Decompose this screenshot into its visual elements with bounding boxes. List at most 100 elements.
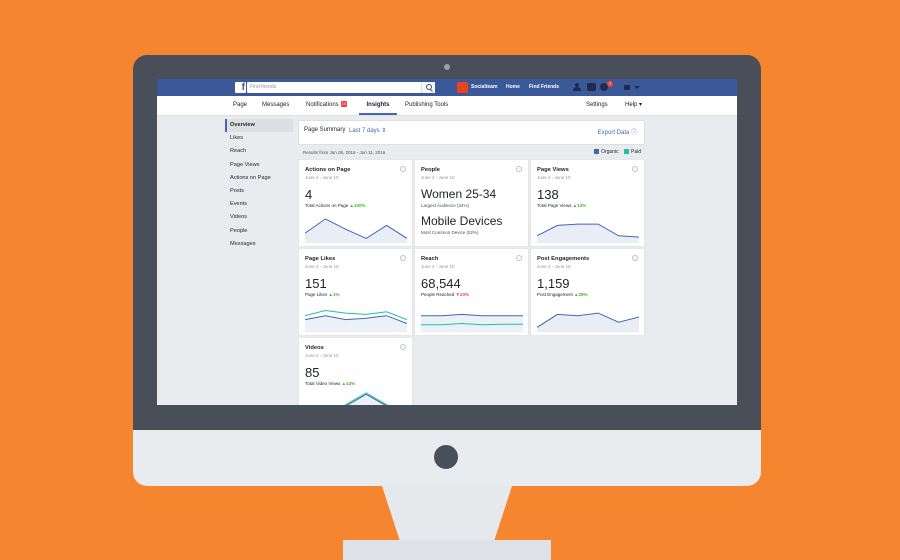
card-change: ▲1% xyxy=(328,292,340,297)
card-videos[interactable]: Videos June 4 - June 10 i 85 Total Video… xyxy=(298,337,413,405)
info-icon[interactable]: i xyxy=(400,344,406,350)
card-page-views[interactable]: Page Views June 4 - June 10 i 138 Total … xyxy=(530,159,645,247)
notification-badge: 2 xyxy=(607,81,613,87)
card-value: 138 xyxy=(537,187,559,202)
messages-icon[interactable] xyxy=(587,83,596,91)
card-sparkline xyxy=(421,313,523,332)
card-sparkline xyxy=(305,218,407,243)
info-icon[interactable]: i xyxy=(516,255,522,261)
top-bar: f Find friends Socialteam Home Find Frie… xyxy=(157,79,737,96)
card-subtitle: Total Video Views ▲43% xyxy=(305,381,355,386)
nav-messages[interactable]: Messages xyxy=(262,102,290,108)
sidebar-item-page-views[interactable]: Page Views xyxy=(230,161,260,168)
sparkline-organic xyxy=(305,218,407,239)
privacy-shortcuts-icon[interactable] xyxy=(624,85,630,90)
card-date: June 4 - June 10 xyxy=(537,264,571,269)
sparkline-paid xyxy=(344,392,389,405)
sidebar-item-events[interactable]: Events xyxy=(230,201,248,208)
insights-content: Page Summary Last 7 days ⇕ Export Data ⓘ… xyxy=(298,120,645,405)
card-date: June 4 - June 10 xyxy=(421,175,455,180)
card-change: ▲13% xyxy=(572,203,587,208)
find-friends-link[interactable]: Find Friends xyxy=(529,84,559,90)
card-title: Page Views xyxy=(537,167,569,173)
card-change: ▲28% xyxy=(574,292,588,297)
card-subtitle-text: Total Page Views xyxy=(537,203,572,208)
sidebar-item-videos[interactable]: Videos xyxy=(230,214,248,221)
nav-notifications-label: Notifications xyxy=(306,102,339,108)
nav-insights[interactable]: Insights xyxy=(359,96,397,115)
common-device-value: Mobile Devices xyxy=(421,214,503,228)
largest-audience-value: Women 25-34 xyxy=(421,187,497,201)
facebook-logo-icon[interactable]: f xyxy=(235,82,246,93)
sidebar-item-reach[interactable]: Reach xyxy=(230,148,247,155)
card-actions-on-page[interactable]: Actions on Page June 4 - June 10 i 4 Tot… xyxy=(298,159,413,247)
nav-settings[interactable]: Settings xyxy=(586,102,608,108)
sidebar-item-overview[interactable]: Overview xyxy=(225,119,293,133)
card-sparkline xyxy=(305,309,407,332)
card-reach[interactable]: Reach June 4 - June 10 i 68,544 People R… xyxy=(414,248,529,336)
search-button[interactable] xyxy=(421,82,435,93)
home-link[interactable]: Home xyxy=(506,84,520,90)
sparkline-paid xyxy=(305,309,407,321)
friend-requests-icon[interactable] xyxy=(573,83,582,91)
sparkline-organic-area xyxy=(347,394,385,405)
card-value: 4 xyxy=(305,187,313,202)
card-date: June 4 - June 10 xyxy=(305,264,339,269)
sidebar-item-likes[interactable]: Likes xyxy=(230,135,244,142)
sidebar-item-people[interactable]: People xyxy=(230,227,248,234)
nav-help[interactable]: Help ▾ xyxy=(625,102,643,108)
page-name-link[interactable]: Socialteam xyxy=(471,84,498,90)
card-subtitle: Post Engagement ▲28% xyxy=(537,292,588,297)
card-subtitle: People Reached ▼23% xyxy=(421,292,469,297)
card-title: Reach xyxy=(421,256,439,262)
info-icon[interactable]: i xyxy=(632,255,638,261)
sparkline-organic xyxy=(305,315,407,324)
card-sparkline xyxy=(537,312,639,332)
page-avatar[interactable] xyxy=(457,82,468,93)
card-change: ▼23% xyxy=(455,292,470,297)
card-page-likes[interactable]: Page Likes June 4 - June 10 i 151 Page L… xyxy=(298,248,413,336)
sparkline-organic xyxy=(537,312,639,328)
card-post-engagements[interactable]: Post Engagements June 4 - June 10 i 1,15… xyxy=(530,248,645,336)
sidebar-item-messages[interactable]: Messages xyxy=(230,240,256,247)
card-change: ▲43% xyxy=(341,381,356,386)
insights-sidebar: Overview Likes Reach Page Views Actions … xyxy=(225,119,293,251)
sparkline-organic-area xyxy=(305,218,407,243)
results-range-text: Results from Jun 05, 2016 - Jun 11, 2016 xyxy=(303,150,386,155)
card-subtitle-text: Post Engagement xyxy=(537,292,573,297)
card-value: 1,159 xyxy=(537,276,570,291)
search-input[interactable]: Find friends xyxy=(247,82,435,93)
legend-swatch-organic xyxy=(594,149,600,155)
card-people[interactable]: People June 4 - June 10 i Women 25-34 La… xyxy=(414,159,529,247)
search-icon xyxy=(426,84,432,90)
info-icon[interactable]: i xyxy=(516,166,522,172)
info-icon[interactable]: i xyxy=(400,255,406,261)
card-sparkline xyxy=(537,223,639,243)
card-subtitle: Total Page Views ▲13% xyxy=(537,203,586,208)
sparkline-organic xyxy=(537,223,639,238)
card-subtitle-text: People Reached xyxy=(421,292,455,297)
export-data-link[interactable]: Export Data ⓘ xyxy=(597,130,637,136)
largest-audience-label: Largest Audience (34%) xyxy=(421,203,470,208)
sidebar-item-actions-on-page[interactable]: Actions on Page xyxy=(230,174,271,181)
search-placeholder: Find friends xyxy=(250,84,277,90)
nav-notifications[interactable]: Notifications 10 xyxy=(306,96,348,115)
nav-publishing-tools[interactable]: Publishing Tools xyxy=(405,102,449,108)
notifications-globe-icon[interactable] xyxy=(600,83,608,91)
account-menu-icon[interactable] xyxy=(634,86,640,89)
monitor-stand xyxy=(382,486,512,542)
page-summary-header: Page Summary Last 7 days ⇕ Export Data ⓘ xyxy=(298,120,645,145)
date-range-select[interactable]: Last 7 days ⇕ xyxy=(349,128,387,134)
sparkline-organic xyxy=(421,313,523,317)
card-value: 151 xyxy=(305,276,327,291)
camera-dot xyxy=(444,64,450,70)
sidebar-item-posts[interactable]: Posts xyxy=(230,187,244,194)
info-icon[interactable]: i xyxy=(632,166,638,172)
nav-page[interactable]: Page xyxy=(233,102,248,108)
card-date: June 4 - June 10 xyxy=(305,353,339,358)
sparkline-organic-area xyxy=(305,315,407,332)
info-icon[interactable]: i xyxy=(400,166,406,172)
card-subtitle-text: Total Actions on Page xyxy=(305,203,349,208)
card-title: Post Engagements xyxy=(537,256,590,262)
card-date: June 4 - June 10 xyxy=(305,175,339,180)
